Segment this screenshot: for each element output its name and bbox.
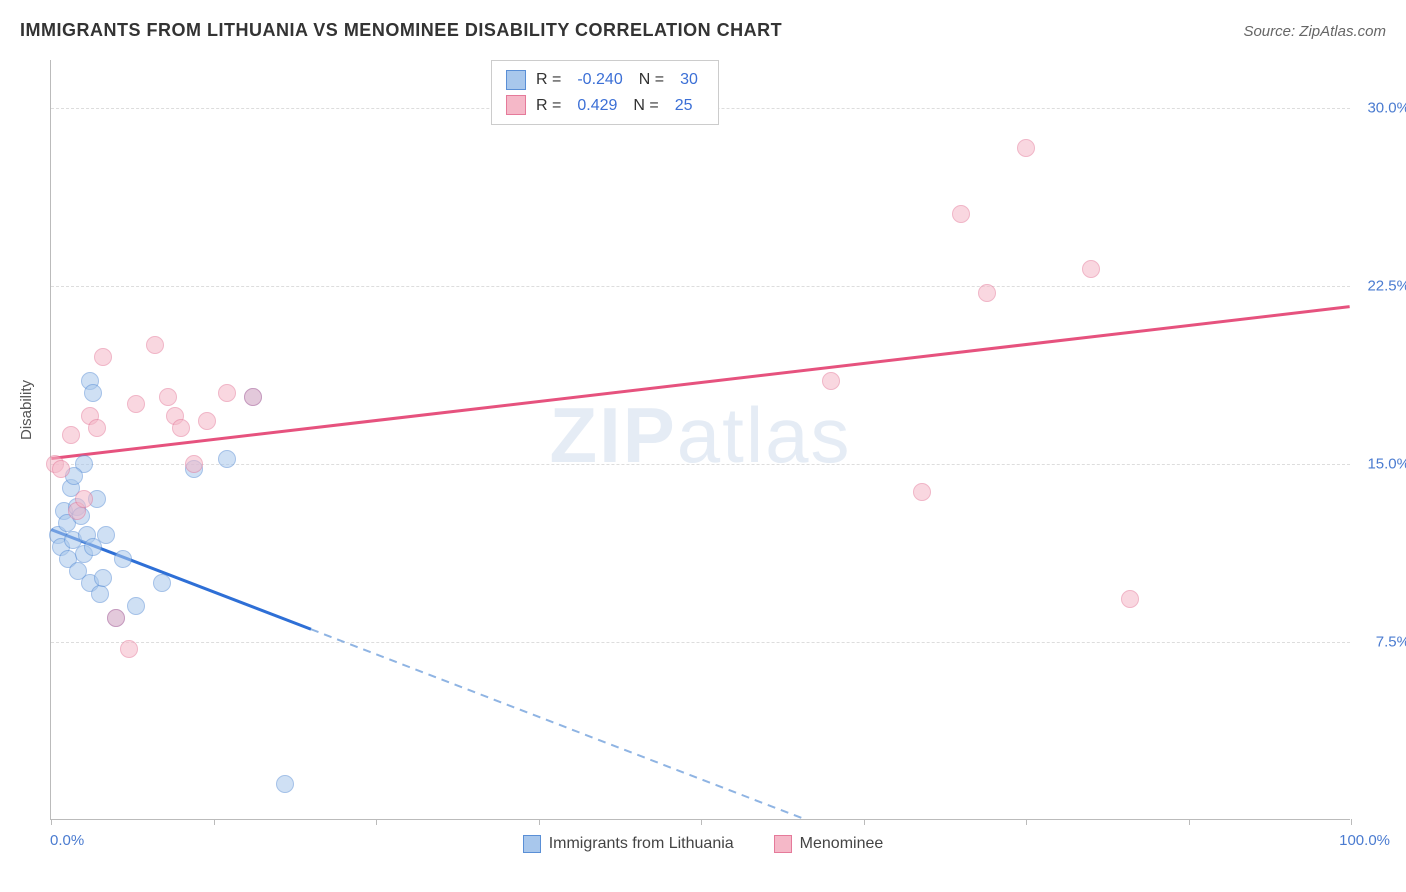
stat-r-val-1: 0.429: [571, 93, 623, 119]
scatter-point-menominee: [172, 419, 190, 437]
scatter-point-menominee: [1017, 139, 1035, 157]
scatter-point-menominee: [146, 336, 164, 354]
scatter-point-menominee: [822, 372, 840, 390]
scatter-point-menominee: [94, 348, 112, 366]
stats-legend: R = -0.240 N = 30 R = 0.429 N = 25: [491, 60, 719, 125]
chart-title: IMMIGRANTS FROM LITHUANIA VS MENOMINEE D…: [20, 20, 782, 41]
y-axis-title: Disability: [18, 380, 35, 440]
scatter-point-menominee: [244, 388, 262, 406]
x-tick: [376, 819, 377, 825]
scatter-point-lithuania: [218, 450, 236, 468]
x-tick: [701, 819, 702, 825]
legend-swatch-0: [506, 70, 526, 90]
x-tick: [51, 819, 52, 825]
scatter-point-menominee: [62, 426, 80, 444]
y-tick-label: 15.0%: [1367, 455, 1406, 472]
x-tick: [1351, 819, 1352, 825]
bottom-swatch-1: [774, 835, 792, 853]
plot-area: ZIPatlas R = -0.240 N = 30 R = 0.429 N =…: [50, 60, 1350, 820]
x-tick: [1026, 819, 1027, 825]
bottom-legend-item-1: Menominee: [774, 835, 884, 853]
stat-n-val-1: 25: [669, 93, 699, 119]
stat-n-label-1: N =: [633, 93, 658, 119]
bottom-label-1: Menominee: [800, 835, 884, 853]
scatter-point-menominee: [75, 490, 93, 508]
scatter-point-menominee: [88, 419, 106, 437]
stat-r-label-0: R =: [536, 67, 561, 93]
source-attribution: Source: ZipAtlas.com: [1243, 23, 1386, 40]
scatter-point-menominee: [107, 609, 125, 627]
scatter-point-menominee: [952, 205, 970, 223]
scatter-point-menominee: [52, 460, 70, 478]
scatter-point-menominee: [185, 455, 203, 473]
stat-n-label-0: N =: [639, 67, 664, 93]
stats-legend-row-1: R = 0.429 N = 25: [506, 93, 704, 119]
stats-legend-row-0: R = -0.240 N = 30: [506, 67, 704, 93]
x-tick: [539, 819, 540, 825]
legend-swatch-1: [506, 95, 526, 115]
scatter-point-lithuania: [91, 585, 109, 603]
scatter-point-lithuania: [127, 597, 145, 615]
bottom-legend-item-0: Immigrants from Lithuania: [523, 835, 734, 853]
x-tick: [864, 819, 865, 825]
y-tick-label: 30.0%: [1367, 99, 1406, 116]
scatter-point-menominee: [978, 284, 996, 302]
stat-r-label-1: R =: [536, 93, 561, 119]
scatter-point-menominee: [218, 384, 236, 402]
bottom-swatch-0: [523, 835, 541, 853]
chart-header: IMMIGRANTS FROM LITHUANIA VS MENOMINEE D…: [20, 20, 1386, 41]
bottom-legend: Immigrants from Lithuania Menominee: [0, 835, 1406, 853]
scatter-point-lithuania: [84, 384, 102, 402]
scatter-point-menominee: [1082, 260, 1100, 278]
scatter-point-menominee: [120, 640, 138, 658]
scatter-point-menominee: [159, 388, 177, 406]
stat-r-val-0: -0.240: [571, 67, 628, 93]
x-tick: [214, 819, 215, 825]
y-tick-label: 7.5%: [1376, 633, 1406, 650]
bottom-label-0: Immigrants from Lithuania: [549, 835, 734, 853]
scatter-point-menominee: [1121, 590, 1139, 608]
scatter-point-lithuania: [114, 550, 132, 568]
stat-n-val-0: 30: [674, 67, 704, 93]
x-tick: [1189, 819, 1190, 825]
scatter-point-lithuania: [153, 574, 171, 592]
y-tick-label: 22.5%: [1367, 277, 1406, 294]
scatter-point-lithuania: [276, 775, 294, 793]
scatter-point-menominee: [127, 395, 145, 413]
scatter-point-menominee: [913, 483, 931, 501]
scatter-points-layer: [51, 60, 1350, 819]
scatter-point-lithuania: [97, 526, 115, 544]
scatter-point-menominee: [198, 412, 216, 430]
scatter-point-lithuania: [94, 569, 112, 587]
